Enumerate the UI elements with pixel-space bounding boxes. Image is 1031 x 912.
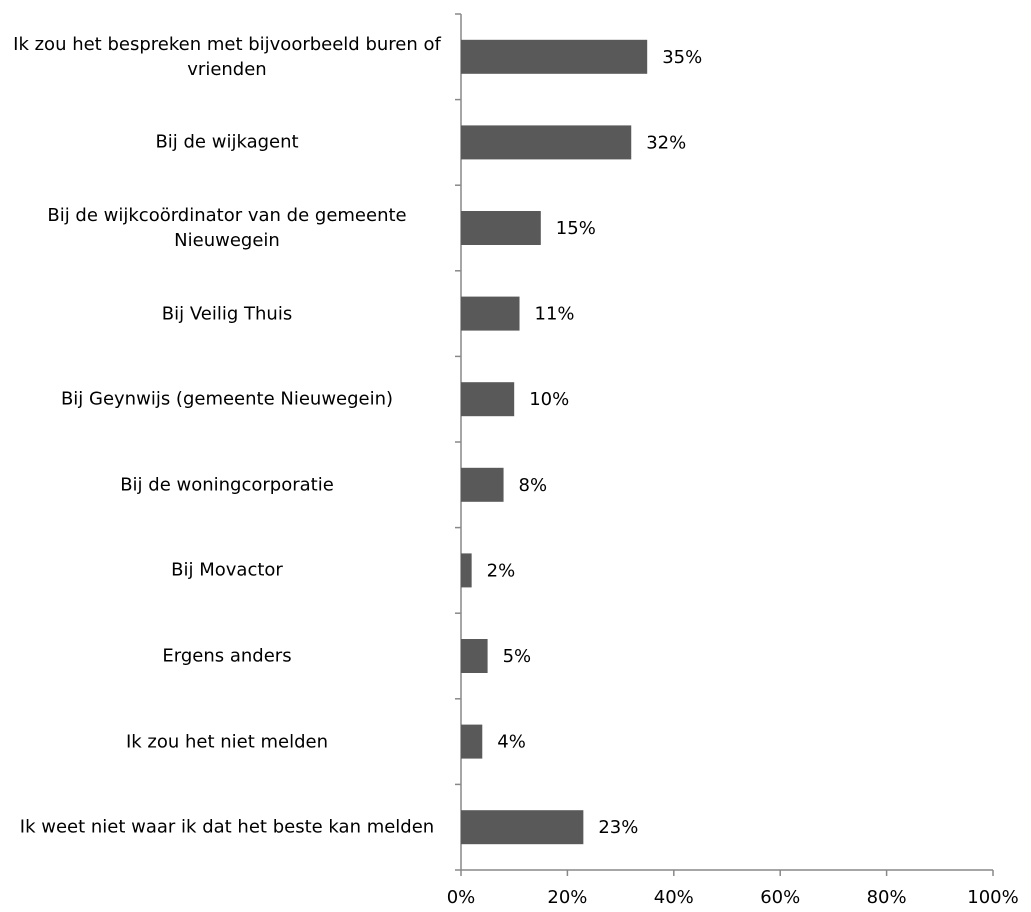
bar [461, 211, 541, 245]
value-label: 4% [497, 732, 526, 753]
category-label: Bij Veilig Thuis [161, 303, 293, 325]
category-label: Bij de woningcorporatie [120, 474, 334, 496]
value-label: 32% [646, 132, 686, 153]
value-label: 35% [662, 47, 702, 68]
bar [461, 382, 515, 417]
category-label: Ergens anders [162, 645, 292, 667]
value-label: 5% [503, 646, 532, 667]
bar [461, 810, 584, 845]
bar [461, 125, 632, 160]
bar [461, 39, 648, 74]
bar [461, 553, 472, 588]
category-label: Bij de wijkcoördinator van de gemeente N… [47, 205, 407, 251]
value-label: 15% [556, 218, 596, 239]
bar [461, 724, 483, 759]
x-tick-label: 80% [867, 887, 907, 908]
value-label: 8% [519, 475, 548, 496]
category-label: Ik weet niet waar ik dat het beste kan m… [19, 816, 435, 838]
value-label: 10% [529, 389, 569, 410]
bar [461, 296, 520, 331]
bar [461, 639, 488, 673]
bar [461, 467, 504, 502]
value-label: 2% [487, 560, 516, 581]
value-label: 11% [535, 304, 575, 325]
x-tick-label: 60% [760, 887, 800, 908]
x-tick-label: 0% [447, 887, 476, 908]
x-tick-label: 100% [967, 887, 1018, 908]
category-label: Ik zou het niet melden [125, 731, 329, 753]
x-tick-label: 20% [547, 887, 587, 908]
x-tick-label: 40% [654, 887, 694, 908]
category-label: Bij Movactor [171, 559, 283, 581]
value-label: 23% [598, 817, 638, 838]
category-label: Bij Geynwijs (gemeente Nieuwegein) [60, 388, 394, 410]
category-label: Ik zou het bespreken met bijvoorbeeld bu… [13, 33, 441, 80]
category-label: Bij de wijkagent [155, 131, 299, 153]
